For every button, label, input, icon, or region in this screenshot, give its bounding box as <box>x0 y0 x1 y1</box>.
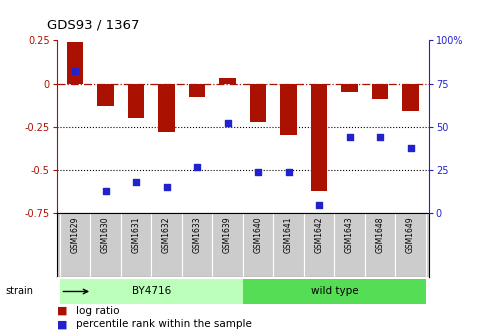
Bar <box>243 213 273 277</box>
Point <box>284 169 292 174</box>
Bar <box>60 213 90 277</box>
Bar <box>90 213 121 277</box>
Bar <box>243 279 426 304</box>
Bar <box>402 84 419 111</box>
Text: wild type: wild type <box>311 287 358 296</box>
Text: GSM1639: GSM1639 <box>223 217 232 253</box>
Point <box>163 185 171 190</box>
Text: percentile rank within the sample: percentile rank within the sample <box>76 319 252 329</box>
Point <box>376 134 384 140</box>
Point <box>224 121 232 126</box>
Point <box>102 188 109 194</box>
Point <box>71 69 79 74</box>
Bar <box>304 213 334 277</box>
Point <box>407 145 415 150</box>
Bar <box>311 84 327 191</box>
Bar <box>151 213 182 277</box>
Bar <box>182 213 212 277</box>
Point <box>254 169 262 174</box>
Text: GSM1640: GSM1640 <box>253 217 263 253</box>
Bar <box>121 213 151 277</box>
Bar <box>372 84 388 99</box>
Text: ■: ■ <box>57 306 67 316</box>
Bar <box>67 42 83 84</box>
Bar <box>212 213 243 277</box>
Bar <box>128 84 144 118</box>
Text: GSM1632: GSM1632 <box>162 217 171 253</box>
Text: GSM1633: GSM1633 <box>193 217 202 253</box>
Bar <box>395 213 426 277</box>
Text: GSM1648: GSM1648 <box>376 217 385 253</box>
Point <box>132 179 140 185</box>
Bar <box>219 78 236 84</box>
Point <box>193 164 201 169</box>
Bar <box>273 213 304 277</box>
Bar <box>249 84 266 122</box>
Text: BY4716: BY4716 <box>132 287 171 296</box>
Bar <box>189 84 206 97</box>
Text: GSM1642: GSM1642 <box>315 217 323 253</box>
Text: GSM1631: GSM1631 <box>132 217 141 253</box>
Text: GSM1629: GSM1629 <box>70 217 79 253</box>
Text: GDS93 / 1367: GDS93 / 1367 <box>47 18 140 32</box>
Point <box>346 134 353 140</box>
Text: strain: strain <box>5 287 33 296</box>
Text: GSM1630: GSM1630 <box>101 217 110 253</box>
Bar <box>60 279 243 304</box>
Text: log ratio: log ratio <box>76 306 120 316</box>
Bar <box>341 84 358 92</box>
Point <box>315 202 323 207</box>
Text: GSM1643: GSM1643 <box>345 217 354 253</box>
Text: ■: ■ <box>57 319 67 329</box>
Bar <box>97 84 114 106</box>
Text: GSM1641: GSM1641 <box>284 217 293 253</box>
Bar <box>365 213 395 277</box>
Bar <box>158 84 175 132</box>
Bar <box>280 84 297 135</box>
Bar <box>334 213 365 277</box>
Text: GSM1649: GSM1649 <box>406 217 415 253</box>
